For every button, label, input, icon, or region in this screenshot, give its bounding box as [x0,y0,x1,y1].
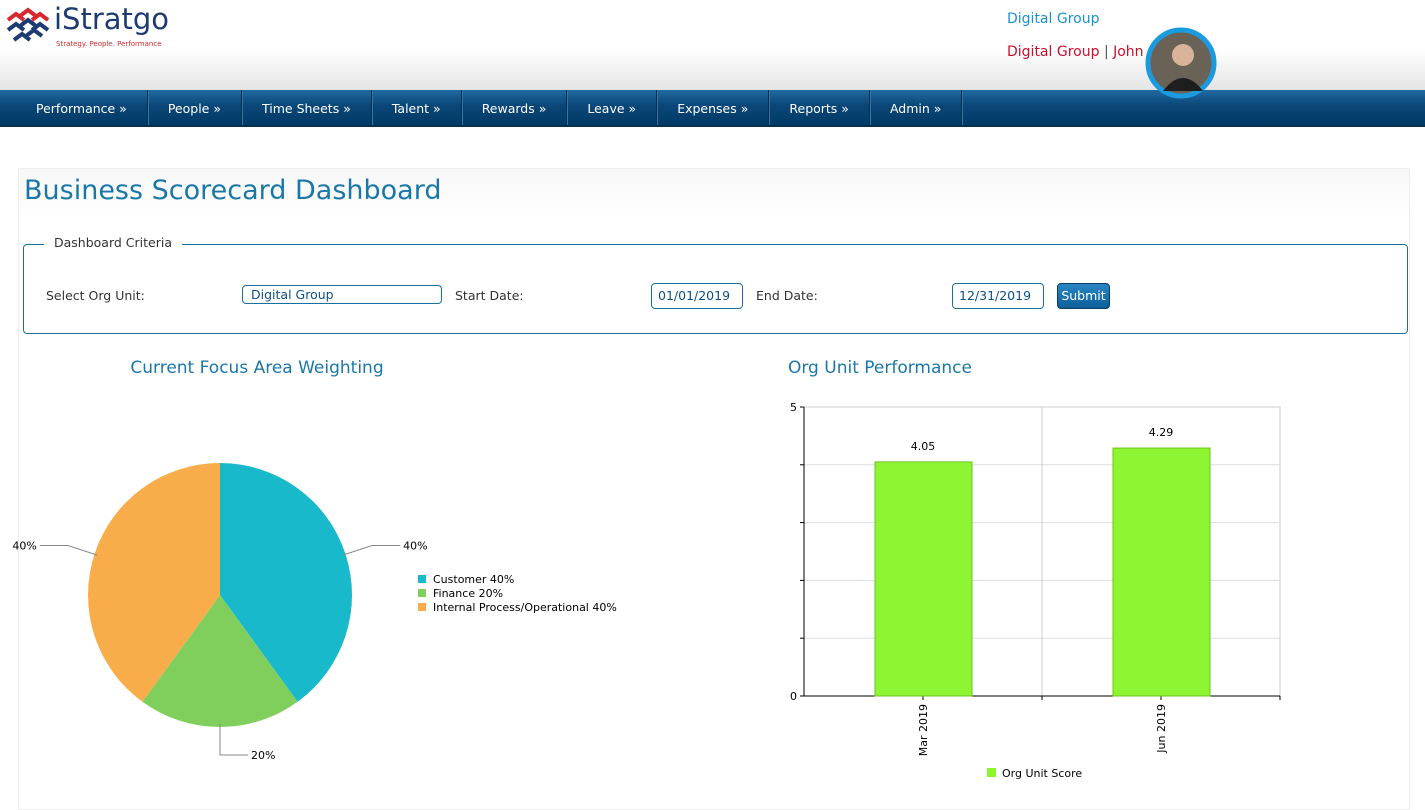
user-info: Digital Group | John [1007,44,1144,60]
leader-line [342,545,401,556]
user-name[interactable]: John [1113,44,1144,60]
start-date[interactable]: 01/01/2019 [651,283,743,309]
data-label: 40% [12,540,36,553]
nav-item[interactable]: People » [148,90,242,125]
pie-slice [220,463,352,702]
nav-item[interactable]: Performance » [16,90,148,125]
leader-line [39,545,98,556]
separator: | [1103,44,1109,60]
nav-item[interactable]: Time Sheets » [242,90,372,125]
legend-label: Org Unit Score [1002,767,1082,780]
criteria-box [23,244,1408,334]
legend-label: Finance 20% [433,587,503,600]
nav-item[interactable]: Talent » [372,90,462,125]
tagline: Strategy. People. Performance [56,40,162,48]
legend-swatch [418,589,426,597]
leader-line [219,724,248,756]
chart-title: Org Unit Performance [788,358,972,378]
org-label: Select Org Unit: [46,288,145,303]
data-label: 4.29 [1149,426,1174,439]
nav-item[interactable]: Leave » [567,90,658,125]
legend-label: Internal Process/Operational 40% [433,601,617,614]
start-label: Start Date: [455,288,524,303]
nav-item[interactable]: Rewards » [462,90,568,125]
nav-item[interactable]: Reports » [769,90,870,125]
pie-slice [88,462,220,702]
user-org[interactable]: Digital Group [1007,44,1100,60]
nav-item[interactable]: Admin » [870,90,963,125]
nav-item[interactable]: Expenses » [657,90,770,125]
logo-icon [6,7,50,42]
submit-button[interactable]: Submit [1057,283,1110,309]
legend-swatch [418,575,426,583]
y-tick-label: 0 [790,690,797,703]
x-tick-label: Mar 2019 [917,704,930,756]
org-select[interactable]: Digital Group [242,285,442,304]
end-label: End Date: [756,288,818,303]
y-tick-label: 5 [790,401,797,414]
data-label: 40% [403,540,427,553]
nav-bar: Performance » People » Time Sheets » Talent… [0,90,1425,127]
x-tick-label: Jun 2019 [1155,704,1168,754]
avatar[interactable] [1145,27,1217,99]
criteria-legend: Dashboard Criteria [44,235,182,250]
end-date[interactable]: 12/31/2019 [952,283,1044,309]
charts: Current Focus Area Weighting 40% Customer … [12,358,1281,780]
legend-swatch [418,603,426,611]
org-name[interactable]: Digital Group [1007,11,1100,27]
data-label: 20% [251,749,275,762]
legend-label: Customer 40% [433,573,514,586]
page-title: Business Scorecard Dashboard [24,175,442,206]
pie-slice [142,595,298,727]
bar [874,461,973,697]
logo: iStratgo [54,2,170,36]
legend-swatch [987,768,996,777]
header: iStratgo Strategy. People. Performance D… [0,0,1425,99]
chart-title: Current Focus Area Weighting [130,358,383,378]
data-label: 4.05 [911,440,936,453]
bar [1112,447,1211,697]
